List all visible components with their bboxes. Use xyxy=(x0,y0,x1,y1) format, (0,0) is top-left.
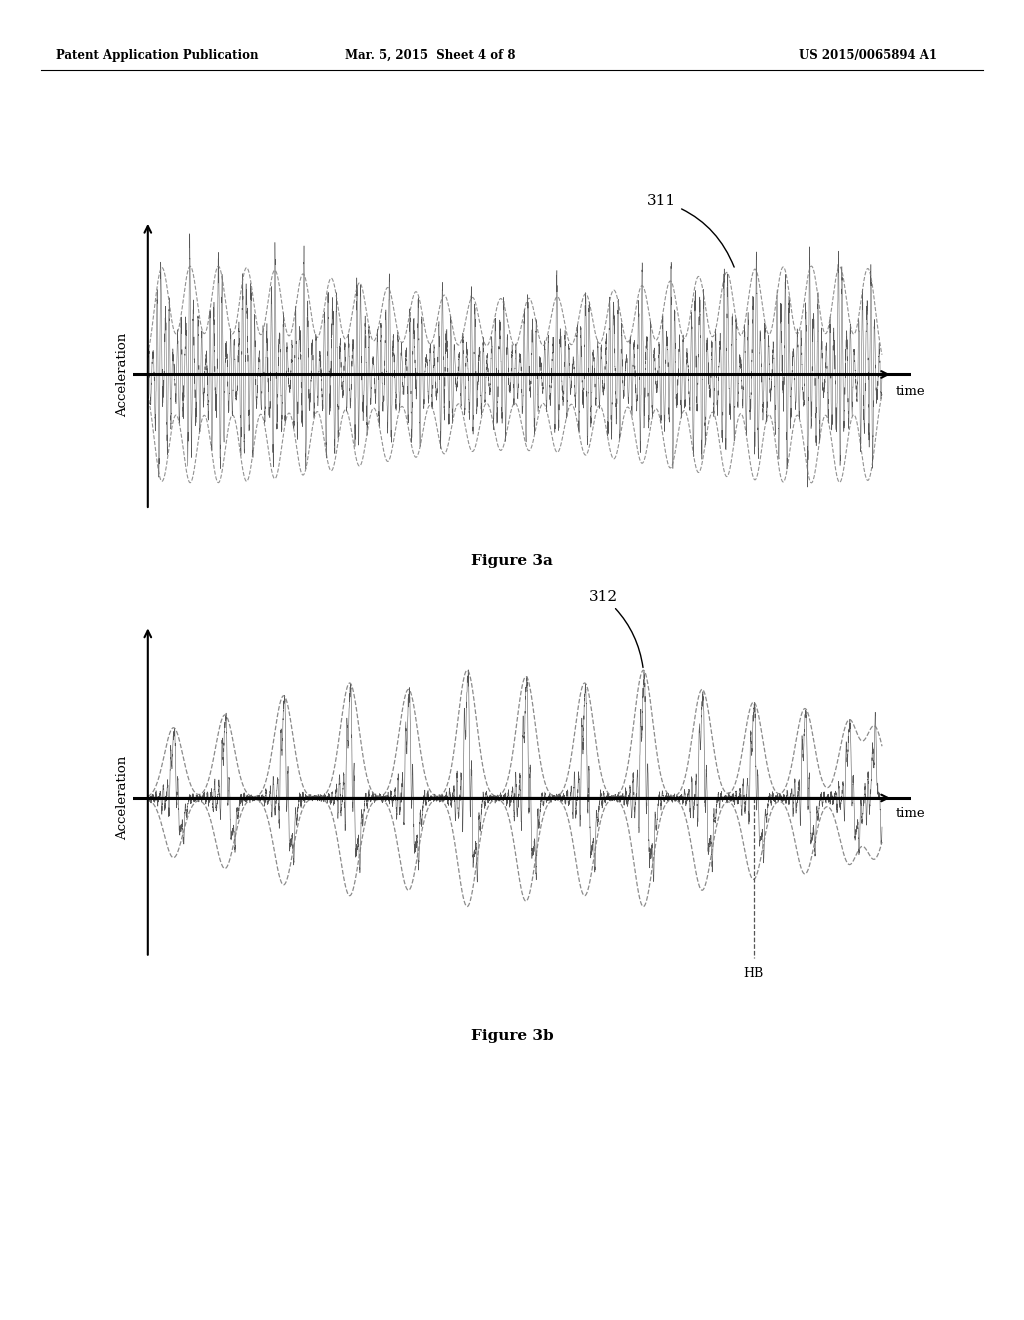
Text: Acceleration: Acceleration xyxy=(117,333,129,417)
Text: 311: 311 xyxy=(647,194,734,267)
Text: Figure 3a: Figure 3a xyxy=(471,554,553,568)
Text: Figure 3b: Figure 3b xyxy=(471,1030,553,1043)
Text: HB: HB xyxy=(743,966,764,979)
Text: Mar. 5, 2015  Sheet 4 of 8: Mar. 5, 2015 Sheet 4 of 8 xyxy=(345,49,515,62)
Text: US 2015/0065894 A1: US 2015/0065894 A1 xyxy=(799,49,937,62)
Text: time: time xyxy=(895,385,925,399)
Text: Acceleration: Acceleration xyxy=(117,756,129,840)
Text: 312: 312 xyxy=(589,590,643,668)
Text: Patent Application Publication: Patent Application Publication xyxy=(56,49,259,62)
Text: time: time xyxy=(895,807,925,820)
